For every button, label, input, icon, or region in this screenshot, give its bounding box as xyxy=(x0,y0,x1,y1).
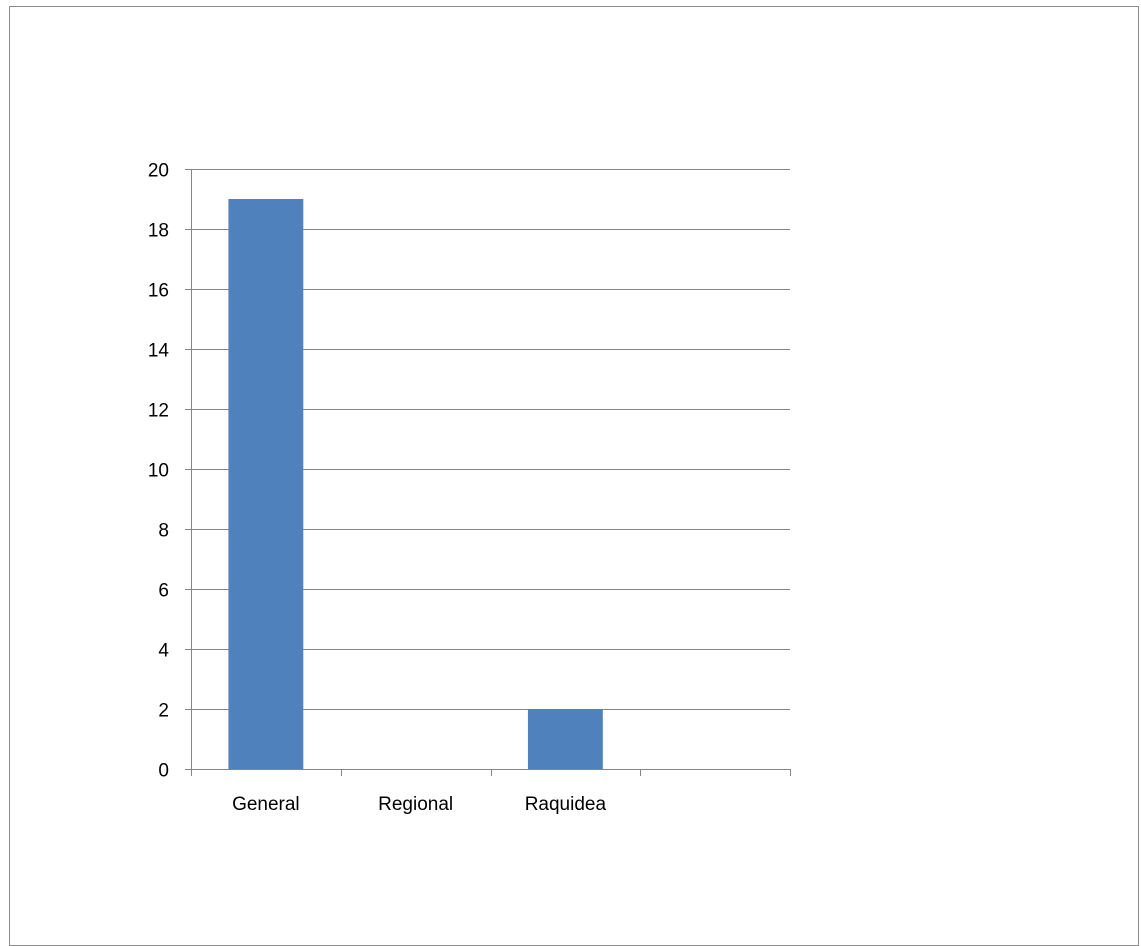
y-tick-label: 16 xyxy=(148,281,169,302)
x-tick-label: Raquidea xyxy=(525,794,607,815)
y-tick-label: 18 xyxy=(148,221,169,242)
bar xyxy=(527,709,603,769)
y-tick-label: 0 xyxy=(158,761,169,782)
y-tick-label: 8 xyxy=(158,521,169,542)
tick-labels: 0 2 4 6 8 10 12 14 16 18 20 General Regional Raquidea xyxy=(148,161,607,816)
bars xyxy=(228,199,603,769)
y-tick-label: 6 xyxy=(158,581,169,602)
axes xyxy=(185,169,791,776)
y-tick-label: 14 xyxy=(148,341,170,362)
y-tick-label: 10 xyxy=(148,461,169,482)
bar xyxy=(228,199,304,769)
x-tick-label: Regional xyxy=(378,794,453,815)
chart-frame xyxy=(9,6,1139,946)
y-tick-label: 20 xyxy=(148,161,169,182)
y-tick-label: 12 xyxy=(148,401,169,422)
y-tick-label: 4 xyxy=(158,641,169,662)
x-tick-label: General xyxy=(232,794,300,815)
y-tick-label: 2 xyxy=(158,701,169,722)
